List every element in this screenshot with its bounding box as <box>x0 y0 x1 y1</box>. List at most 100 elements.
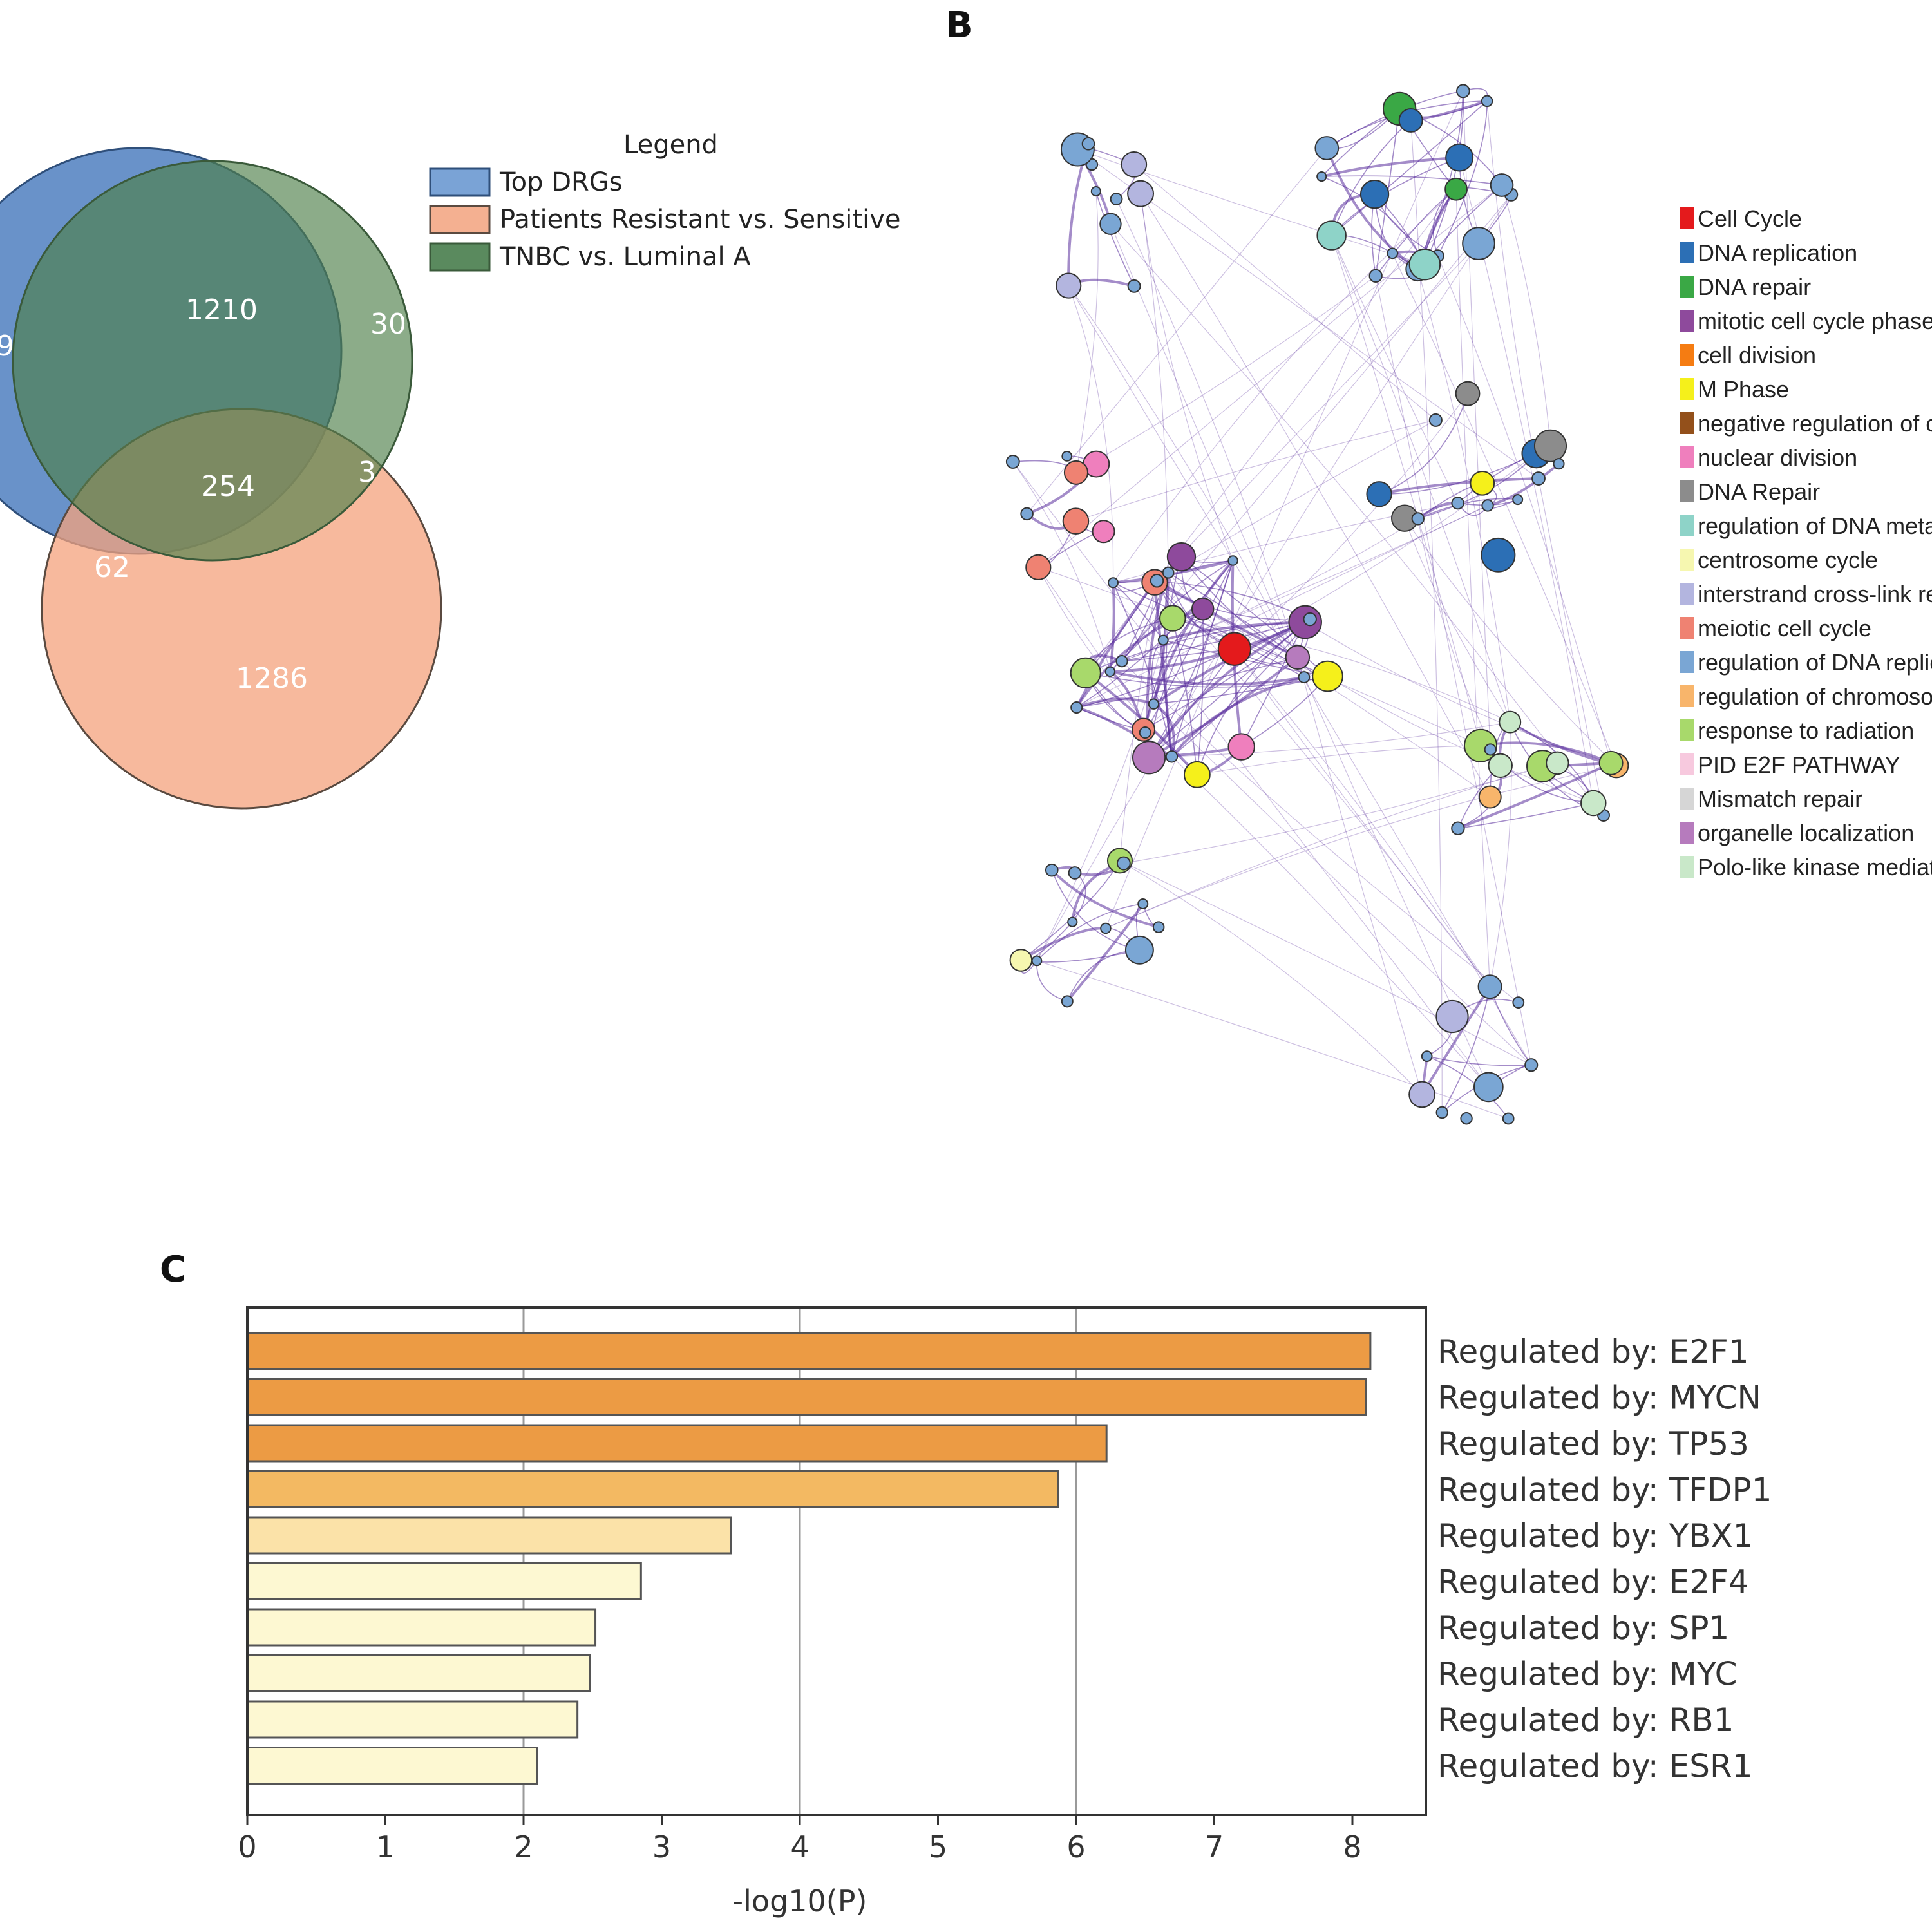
network-edge <box>1105 765 1616 929</box>
network-edge <box>1197 745 1481 775</box>
network-legend-swatch <box>1680 378 1694 400</box>
bar-category-label: Regulated by: TFDP1 <box>1437 1472 1772 1509</box>
network-legend-label: mitotic cell cycle phase tran <box>1698 308 1932 334</box>
network-node <box>1152 921 1165 933</box>
network-node <box>1499 710 1522 734</box>
venn-legend: Legend Top DRGs Patients Resistant vs. S… <box>429 130 901 272</box>
network-node <box>1445 143 1474 172</box>
network-node <box>1056 272 1082 299</box>
network-edge <box>1148 618 1311 759</box>
venn-count-drg-tnbc: 1210 <box>185 294 258 327</box>
x-tick-label: 0 <box>238 1830 256 1864</box>
network-node <box>1031 955 1043 967</box>
network-node <box>1435 999 1469 1034</box>
network-node <box>1110 193 1123 205</box>
network-node <box>1116 856 1131 871</box>
network-edge <box>1140 193 1491 797</box>
venn-count-patients-only: 1286 <box>236 662 308 695</box>
venn-circle-tnbc <box>12 160 413 562</box>
bar <box>246 1747 538 1785</box>
network-edge <box>1038 567 1481 746</box>
network-node <box>1481 499 1494 512</box>
network-edge <box>1457 802 1594 829</box>
network-edge <box>1457 762 1612 830</box>
network-edge <box>1437 100 1488 256</box>
network-node <box>1227 733 1255 761</box>
network-edge <box>1404 518 1617 766</box>
network-node <box>1314 136 1340 160</box>
network-node <box>1081 137 1095 151</box>
panel-c-letter: C <box>160 1249 186 1291</box>
network-node <box>1127 279 1141 293</box>
network-edge <box>1148 656 1299 759</box>
network-edge <box>1172 618 1198 775</box>
network-node <box>1408 248 1441 281</box>
network-node <box>1387 247 1399 260</box>
network-edge <box>1068 285 1305 677</box>
network-edge <box>1154 419 1436 583</box>
bar-category-label: Regulated by: MYCN <box>1437 1379 1761 1417</box>
network-node <box>1460 1112 1473 1125</box>
network-legend-swatch <box>1680 685 1694 707</box>
network-edge <box>1171 756 1489 1088</box>
network-node <box>1444 177 1468 201</box>
network-edge <box>1157 580 1491 987</box>
bar-category-label: Regulated by: MYC <box>1437 1656 1738 1693</box>
bar <box>246 1608 597 1647</box>
network-node <box>1435 1106 1448 1119</box>
network-node <box>1478 785 1502 809</box>
network-node <box>1580 790 1607 817</box>
network-node <box>1132 741 1166 775</box>
network-node <box>1421 1050 1433 1063</box>
network-legend-swatch <box>1680 276 1694 298</box>
network-node <box>1150 574 1164 588</box>
network-edge <box>1426 1056 1509 1119</box>
network-node <box>1062 507 1090 535</box>
network-edge <box>1180 556 1329 677</box>
bar-category-label: Regulated by: RB1 <box>1437 1701 1734 1739</box>
network-edge <box>1112 189 1457 583</box>
network-node <box>1063 460 1088 485</box>
network-edge <box>1153 703 1532 1066</box>
network-edge <box>1105 91 1464 929</box>
network-node <box>1512 494 1524 506</box>
x-tick-label: 8 <box>1343 1830 1361 1864</box>
network-node <box>1408 1081 1435 1108</box>
network-node <box>1428 413 1443 427</box>
network-node <box>1020 507 1034 521</box>
network-node <box>1137 898 1149 909</box>
network-legend-swatch <box>1680 719 1694 741</box>
network-edge <box>1020 927 1106 961</box>
network-node <box>1115 655 1128 668</box>
network-node <box>1227 555 1238 566</box>
network-edge <box>1027 147 1327 515</box>
x-tick-label: 4 <box>790 1830 809 1864</box>
network-edge <box>1375 276 1532 1065</box>
network-edge <box>1197 609 1204 775</box>
bar-chart-x-ticks: 0 1 2 3 4 5 6 7 8 <box>238 1815 1362 1864</box>
network-edge <box>1112 582 1164 641</box>
network-node <box>1124 935 1154 965</box>
network-node <box>1484 743 1497 756</box>
network-legend-label: response to radiation <box>1698 717 1914 744</box>
bar <box>246 1654 591 1692</box>
network-node <box>1183 761 1211 788</box>
network-edge <box>1162 621 1305 641</box>
network-edge <box>1421 986 1492 1095</box>
network-legend-swatch <box>1680 310 1694 332</box>
network-legend-swatch <box>1680 549 1694 571</box>
network-edge <box>1168 572 1491 987</box>
venn-legend-swatch-patients <box>429 205 491 234</box>
network-node <box>1411 512 1425 526</box>
network-edge <box>1297 657 1423 1095</box>
bar-category-label: Regulated by: SP1 <box>1437 1609 1729 1647</box>
network-edge <box>1036 960 1068 1002</box>
network-legend-label: nuclear division <box>1698 444 1857 471</box>
network-legend-label: Mismatch repair <box>1698 786 1862 812</box>
network-edge <box>1379 393 1468 495</box>
network-edge <box>1144 608 1204 733</box>
network-legend-label: regulation of DNA replicatio <box>1698 649 1932 676</box>
venn-legend-title: Legend <box>623 130 718 160</box>
network-node <box>1598 750 1624 775</box>
